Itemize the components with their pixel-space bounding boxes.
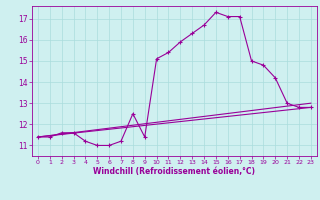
X-axis label: Windchill (Refroidissement éolien,°C): Windchill (Refroidissement éolien,°C)	[93, 167, 255, 176]
